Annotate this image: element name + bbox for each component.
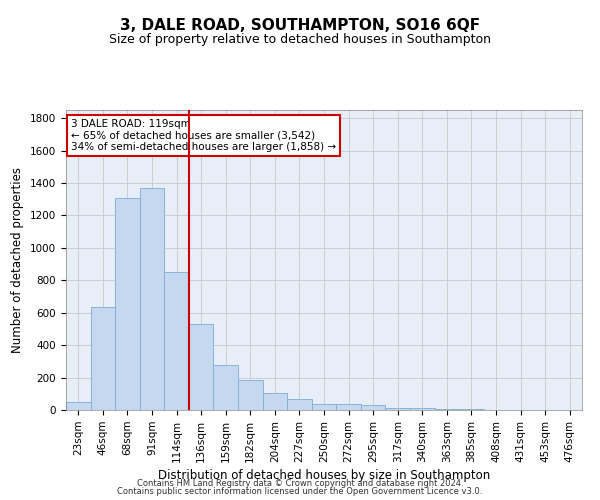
Bar [91, 307, 115, 410]
Bar [287, 400, 312, 410]
Bar [410, 408, 434, 410]
Bar [263, 393, 287, 410]
Bar [115, 198, 140, 410]
Bar [459, 409, 484, 410]
Text: Size of property relative to detached houses in Southampton: Size of property relative to detached ho… [109, 32, 491, 46]
Bar [336, 404, 361, 410]
Text: Contains HM Land Registry data © Crown copyright and database right 2024.: Contains HM Land Registry data © Crown c… [137, 478, 463, 488]
Bar [312, 404, 336, 410]
Bar [164, 272, 189, 410]
Bar [189, 324, 214, 410]
Text: 3, DALE ROAD, SOUTHAMPTON, SO16 6QF: 3, DALE ROAD, SOUTHAMPTON, SO16 6QF [120, 18, 480, 32]
Y-axis label: Number of detached properties: Number of detached properties [11, 167, 25, 353]
X-axis label: Distribution of detached houses by size in Southampton: Distribution of detached houses by size … [158, 469, 490, 482]
Text: 3 DALE ROAD: 119sqm
← 65% of detached houses are smaller (3,542)
34% of semi-det: 3 DALE ROAD: 119sqm ← 65% of detached ho… [71, 119, 336, 152]
Bar [385, 408, 410, 410]
Text: Contains public sector information licensed under the Open Government Licence v3: Contains public sector information licen… [118, 487, 482, 496]
Bar [214, 366, 238, 410]
Bar [66, 402, 91, 410]
Bar [140, 188, 164, 410]
Bar [361, 406, 385, 410]
Bar [434, 408, 459, 410]
Bar [238, 380, 263, 410]
